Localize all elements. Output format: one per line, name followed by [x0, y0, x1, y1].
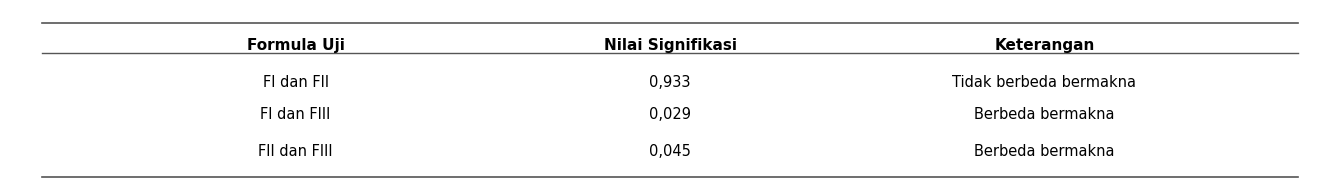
Text: FI dan FIII: FI dan FIII — [260, 108, 331, 123]
Text: 0,933: 0,933 — [650, 75, 690, 89]
Text: 0,029: 0,029 — [649, 108, 691, 123]
Text: Nilai Signifikasi: Nilai Signifikasi — [603, 38, 737, 53]
Text: Keterangan: Keterangan — [994, 38, 1095, 53]
Text: FI dan FII: FI dan FII — [263, 75, 328, 89]
Text: FII dan FIII: FII dan FIII — [259, 144, 332, 159]
Text: Tidak berbeda bermakna: Tidak berbeda bermakna — [953, 75, 1136, 89]
Text: 0,045: 0,045 — [649, 144, 691, 159]
Text: Formula Uji: Formula Uji — [247, 38, 344, 53]
Text: Berbeda bermakna: Berbeda bermakna — [974, 108, 1115, 123]
Text: Berbeda bermakna: Berbeda bermakna — [974, 144, 1115, 159]
